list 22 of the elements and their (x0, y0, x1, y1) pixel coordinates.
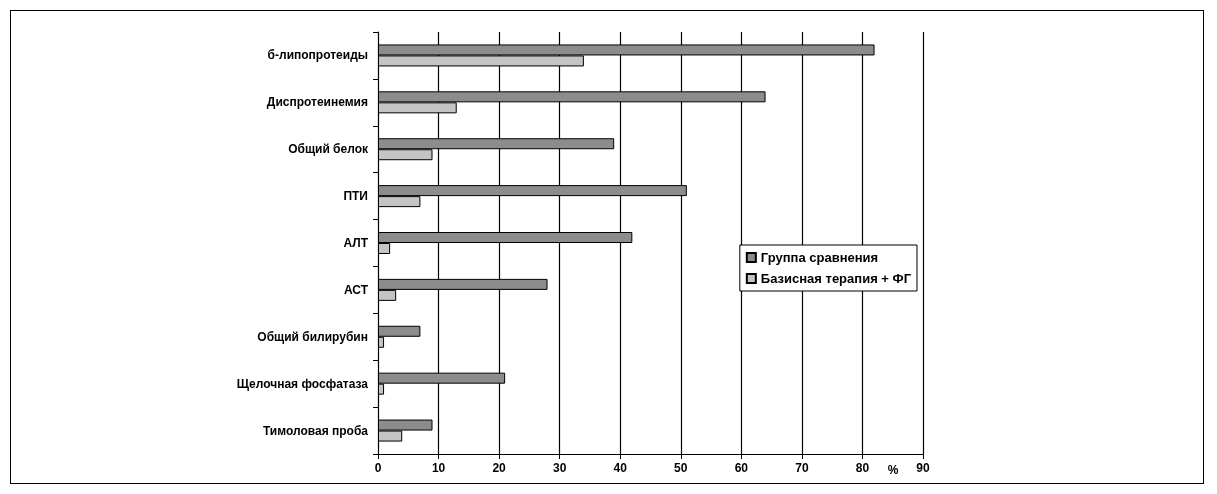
x-tick-label: 30 (552, 461, 567, 475)
x-tick-label: 70 (795, 461, 809, 475)
y-tick-label: Щелочная фосфатаза (236, 376, 369, 391)
y-tick-label: ПТИ (343, 189, 368, 204)
x-tick-label: 0 (374, 461, 382, 475)
x-tick-label: 20 (492, 461, 507, 475)
y-tick-label: Диспротеинемия (266, 95, 368, 110)
y-tick-label: Тимоловая проба (262, 423, 369, 438)
y-tick-label: Общий белок (288, 142, 369, 157)
x-axis-title: % (887, 463, 899, 477)
legend-label: Базисная терапия + ФГ (760, 271, 912, 286)
x-tick-label: 40 (613, 461, 628, 475)
x-tick-label: 80 (855, 461, 870, 475)
y-tick-label: б-липопротеиды (267, 48, 368, 63)
y-tick-label: АЛТ (343, 236, 369, 250)
x-tick-label: 60 (734, 461, 749, 475)
x-tick-label: 50 (674, 461, 688, 475)
x-tick-label: 90 (916, 461, 930, 475)
y-tick-label: Общий билирубин (257, 329, 368, 344)
x-tick-label: 10 (431, 461, 446, 475)
legend-label: Группа сравнения (760, 250, 879, 265)
y-tick-label: АСТ (343, 282, 369, 297)
